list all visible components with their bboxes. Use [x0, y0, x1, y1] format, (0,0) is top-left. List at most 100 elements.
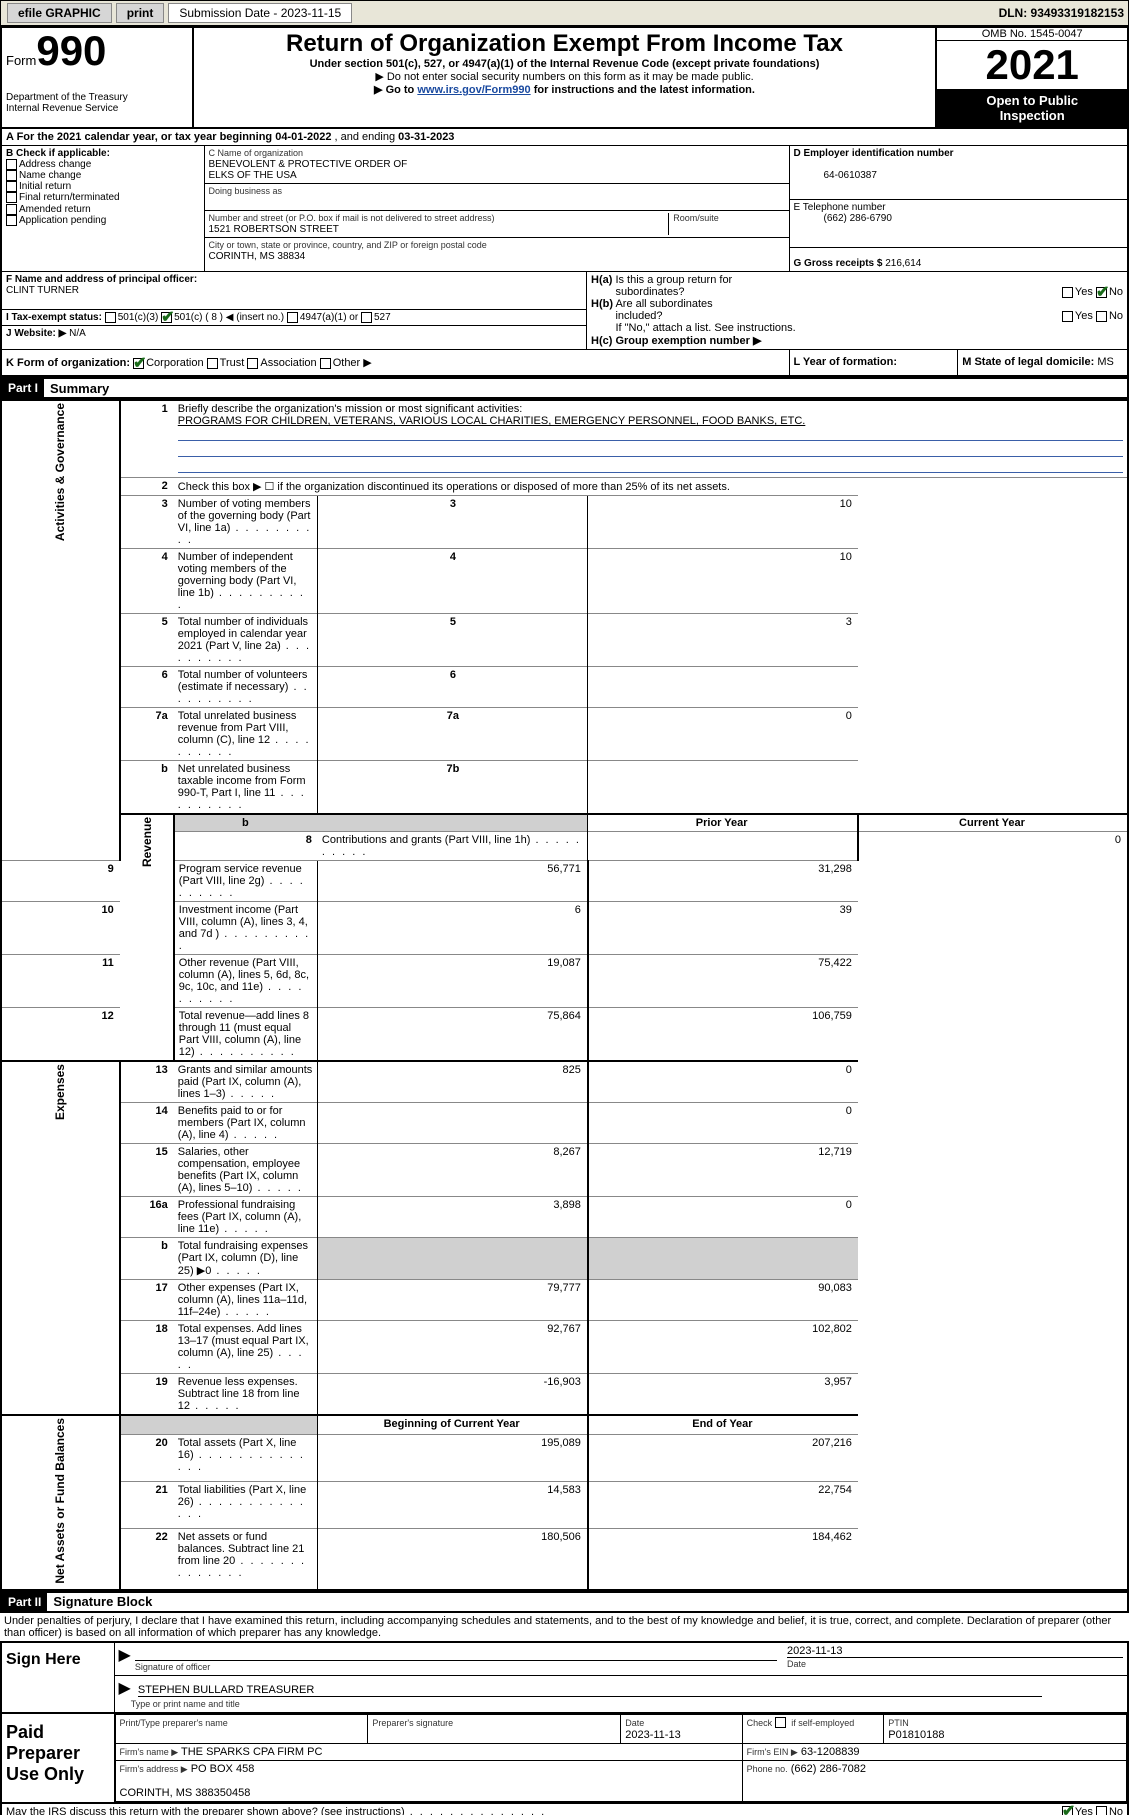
may-irs-discuss: May the IRS discuss this return with the… — [0, 1804, 1129, 1815]
check-corporation[interactable] — [133, 358, 144, 369]
col-prior-year: Prior Year — [588, 814, 858, 832]
line-5-value: 3 — [588, 614, 858, 667]
form-header: Form990 Department of the Treasury Inter… — [0, 26, 1129, 129]
line-a: A For the 2021 calendar year, or tax yea… — [2, 129, 1127, 146]
line-19-cy: 3,957 — [588, 1374, 858, 1416]
check-name-change[interactable] — [6, 170, 17, 181]
efile-label: efile GRAPHIC — [7, 3, 112, 23]
check-association[interactable] — [247, 358, 258, 369]
firm-addr2: CORINTH, MS 388350458 — [120, 1787, 251, 1799]
check-application-pending[interactable] — [6, 215, 17, 226]
line-4-label: Number of independent voting members of … — [174, 549, 318, 614]
line-12-cy: 106,759 — [588, 1008, 858, 1062]
side-activities: Activities & Governance — [53, 403, 67, 541]
line-18-label: Total expenses. Add lines 13–17 (must eq… — [174, 1321, 318, 1374]
form-note-1: ▶ Do not enter social security numbers o… — [198, 70, 932, 83]
ein-value: 64-0610387 — [794, 170, 877, 181]
check-initial-return[interactable] — [6, 181, 17, 192]
check-501c[interactable] — [161, 312, 172, 323]
form-title: Return of Organization Exempt From Incom… — [198, 30, 932, 58]
prep-date: 2023-11-13 — [625, 1729, 680, 1741]
paid-preparer-label: Paid Preparer Use Only — [2, 1714, 115, 1802]
box-k: K Form of organization: Corporation Trus… — [2, 350, 790, 375]
line-15-py: 8,267 — [318, 1144, 588, 1197]
line-21-label: Total liabilities (Part X, line 26) — [174, 1482, 318, 1529]
submission-date: Submission Date - 2023-11-15 — [168, 3, 352, 23]
print-button[interactable]: print — [116, 3, 165, 23]
line-17-label: Other expenses (Part IX, column (A), lin… — [174, 1280, 318, 1321]
line-b-py — [318, 1238, 588, 1280]
col-current-year: Current Year — [858, 814, 1128, 832]
line-20-label: Total assets (Part X, line 16) — [174, 1435, 318, 1482]
phone-label: E Telephone number — [794, 202, 886, 213]
ptin: P01810188 — [888, 1729, 944, 1741]
line-8-py — [588, 832, 858, 861]
check-527[interactable] — [361, 312, 372, 323]
line-12-label: Total revenue—add lines 8 through 11 (mu… — [174, 1008, 318, 1062]
line-ha: H(a) Is this a group return for subordin… — [591, 274, 1123, 298]
line-14-py — [318, 1103, 588, 1144]
line-9-label: Program service revenue (Part VIII, line… — [174, 861, 318, 902]
ein-label: D Employer identification number — [794, 148, 954, 159]
line-9-cy: 31,298 — [588, 861, 858, 902]
check-trust[interactable] — [207, 358, 218, 369]
ha-no[interactable] — [1096, 287, 1107, 298]
line-4-value: 10 — [588, 549, 858, 614]
ha-yes[interactable] — [1062, 287, 1073, 298]
line-11-label: Other revenue (Part VIII, column (A), li… — [174, 955, 318, 1008]
org-street: 1521 ROBERTSON STREET — [209, 224, 339, 235]
line-21-cy: 22,754 — [588, 1482, 858, 1529]
dept-treasury: Department of the Treasury — [6, 92, 188, 103]
line-16a-cy: 0 — [588, 1197, 858, 1238]
line-b-label: Net unrelated business taxable income fr… — [174, 761, 318, 815]
check-final-return[interactable] — [6, 192, 17, 203]
line-8-label: Contributions and grants (Part VIII, lin… — [318, 832, 588, 861]
line-21-py: 14,583 — [318, 1482, 588, 1529]
line-13-py: 825 — [318, 1061, 588, 1103]
line-16a-label: Professional fundraising fees (Part IX, … — [174, 1197, 318, 1238]
line-7a-value: 0 — [588, 708, 858, 761]
line-6-label: Total number of volunteers (estimate if … — [174, 667, 318, 708]
line-11-py: 19,087 — [318, 955, 588, 1008]
top-bar: efile GRAPHIC print Submission Date - 20… — [0, 0, 1129, 26]
line-14-label: Benefits paid to or for members (Part IX… — [174, 1103, 318, 1144]
check-4947[interactable] — [287, 312, 298, 323]
box-b: B Check if applicable: Address change Na… — [2, 146, 205, 271]
col-begin-year: Beginning of Current Year — [318, 1415, 588, 1435]
check-other[interactable] — [320, 358, 331, 369]
check-501c3[interactable] — [105, 312, 116, 323]
line-20-py: 195,089 — [318, 1435, 588, 1482]
line-11-cy: 75,422 — [588, 955, 858, 1008]
open-to-public: Open to PublicInspection — [937, 89, 1127, 127]
form-subtitle: Under section 501(c), 527, or 4947(a)(1)… — [198, 58, 932, 70]
check-amended-return[interactable] — [6, 204, 17, 215]
line-19-py: -16,903 — [318, 1374, 588, 1416]
mission-text: PROGRAMS FOR CHILDREN, VETERANS, VARIOUS… — [178, 415, 806, 427]
line-18-cy: 102,802 — [588, 1321, 858, 1374]
dept-irs: Internal Revenue Service — [6, 103, 188, 114]
line-b-cy — [588, 1238, 858, 1280]
line-12-py: 75,864 — [318, 1008, 588, 1062]
line-3-value: 10 — [588, 496, 858, 549]
line-22-py: 180,506 — [318, 1529, 588, 1590]
check-address-change[interactable] — [6, 159, 17, 170]
line-10-cy: 39 — [588, 902, 858, 955]
check-self-employed[interactable] — [775, 1717, 786, 1728]
line-22-cy: 184,462 — [588, 1529, 858, 1590]
hb-no[interactable] — [1096, 311, 1107, 322]
firm-addr1: PO BOX 458 — [191, 1763, 255, 1775]
col-end-year: End of Year — [588, 1415, 858, 1435]
irs-link[interactable]: www.irs.gov/Form990 — [417, 84, 530, 96]
website-value: N/A — [69, 328, 86, 339]
box-l: L Year of formation: — [790, 350, 959, 375]
line-14-cy: 0 — [588, 1103, 858, 1144]
line-22-label: Net assets or fund balances. Subtract li… — [174, 1529, 318, 1590]
hb-yes[interactable] — [1062, 311, 1073, 322]
phone-value: (662) 286-6790 — [794, 213, 892, 224]
line-hc: H(c) Group exemption number ▶ — [591, 334, 1123, 347]
firm-phone: (662) 286-7082 — [791, 1763, 866, 1775]
line-13-cy: 0 — [588, 1061, 858, 1103]
line-7a-label: Total unrelated business revenue from Pa… — [174, 708, 318, 761]
tax-year: 2021 — [937, 41, 1127, 89]
line-18-py: 92,767 — [318, 1321, 588, 1374]
